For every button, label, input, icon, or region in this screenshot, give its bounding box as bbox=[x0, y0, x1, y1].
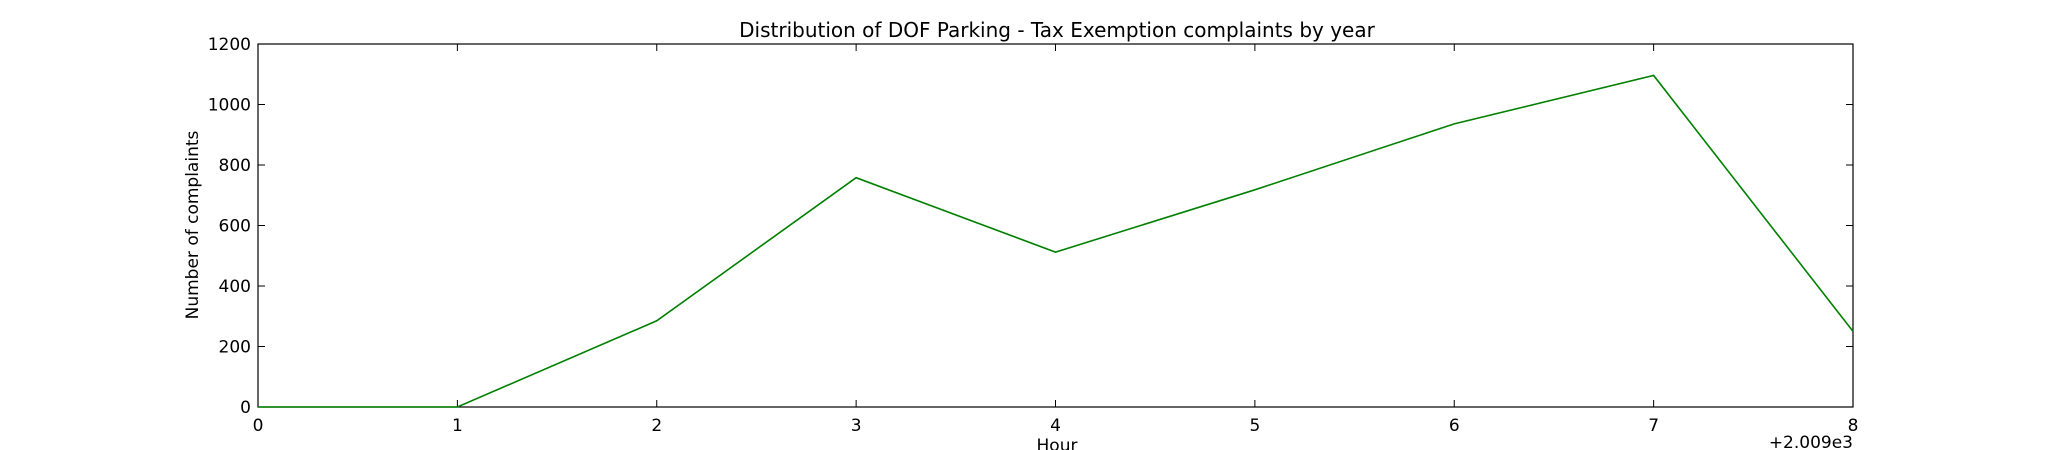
x-tick-label: 1 bbox=[452, 416, 463, 436]
plot-frame bbox=[257, 43, 1854, 408]
chart-title: Distribution of DOF Parking - Tax Exempt… bbox=[739, 18, 1375, 42]
y-tick-label: 800 bbox=[219, 156, 251, 176]
plot-area: 0 1 2 3 4 5 6 7 8 0 200 400 600 800 1000 1200 bbox=[208, 35, 1859, 436]
x-axis-offset-label: +2.009e3 bbox=[1769, 433, 1853, 450]
y-axis-label: Number of complaints bbox=[183, 130, 203, 319]
x-tick-label: 3 bbox=[851, 416, 862, 436]
x-tick-label: 4 bbox=[1050, 416, 1061, 436]
y-tick-label: 1200 bbox=[208, 35, 251, 55]
y-tick-label: 400 bbox=[219, 277, 251, 297]
series-line bbox=[258, 74, 1854, 408]
x-tick-label: 5 bbox=[1249, 416, 1260, 436]
y-tick-label: 0 bbox=[240, 398, 251, 418]
x-tick-label: 6 bbox=[1449, 416, 1460, 436]
y-tick-label: 1000 bbox=[208, 96, 251, 116]
x-tick-label: 7 bbox=[1648, 416, 1659, 436]
y-tick-label: 600 bbox=[219, 217, 251, 237]
x-tick-label: 2 bbox=[651, 416, 662, 436]
y-tick-label: 200 bbox=[219, 338, 251, 358]
x-tick-label: 0 bbox=[253, 416, 264, 436]
x-tick-label: 8 bbox=[1848, 416, 1859, 436]
x-axis-label: Hour bbox=[1037, 436, 1078, 450]
